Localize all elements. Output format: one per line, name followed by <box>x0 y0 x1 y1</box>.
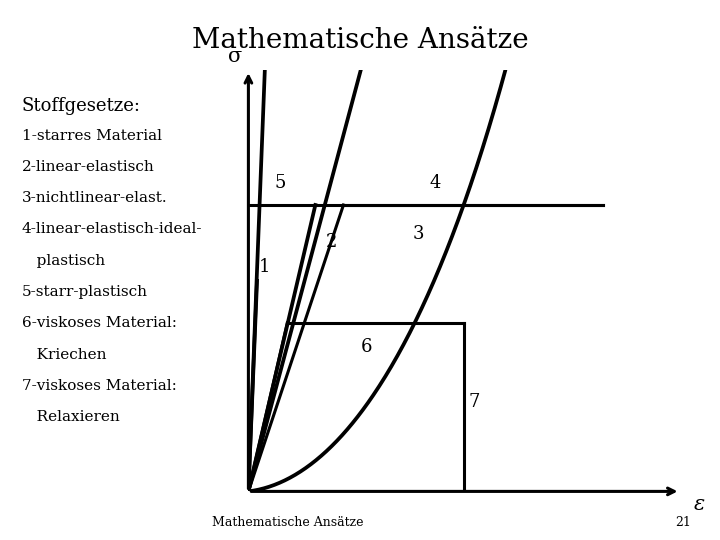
Text: Kriechen: Kriechen <box>22 348 106 362</box>
Text: 3-nichtlinear-elast.: 3-nichtlinear-elast. <box>22 191 167 205</box>
Text: 6: 6 <box>361 339 372 356</box>
Text: 5-starr-plastisch: 5-starr-plastisch <box>22 285 148 299</box>
Text: Stoffgesetze:: Stoffgesetze: <box>22 97 140 115</box>
Text: ε: ε <box>693 495 705 514</box>
Text: 7: 7 <box>469 393 480 411</box>
Text: 4-linear-elastisch-ideal-: 4-linear-elastisch-ideal- <box>22 222 202 237</box>
Text: 21: 21 <box>675 516 691 529</box>
Text: 7-viskoses Material:: 7-viskoses Material: <box>22 379 176 393</box>
Text: 2: 2 <box>326 233 338 251</box>
Text: Mathematische Ansätze: Mathematische Ansätze <box>192 27 528 54</box>
Text: 5: 5 <box>274 174 286 192</box>
Text: Relaxieren: Relaxieren <box>22 410 120 424</box>
Text: 6-viskoses Material:: 6-viskoses Material: <box>22 316 176 330</box>
Text: 1-starres Material: 1-starres Material <box>22 129 161 143</box>
Text: 2-linear-elastisch: 2-linear-elastisch <box>22 160 154 174</box>
Text: 4: 4 <box>430 174 441 192</box>
Text: σ: σ <box>228 47 243 66</box>
Text: 3: 3 <box>413 225 424 242</box>
Text: Mathematische Ansätze: Mathematische Ansätze <box>212 516 364 529</box>
Text: 1: 1 <box>259 258 271 276</box>
Text: plastisch: plastisch <box>22 254 104 268</box>
